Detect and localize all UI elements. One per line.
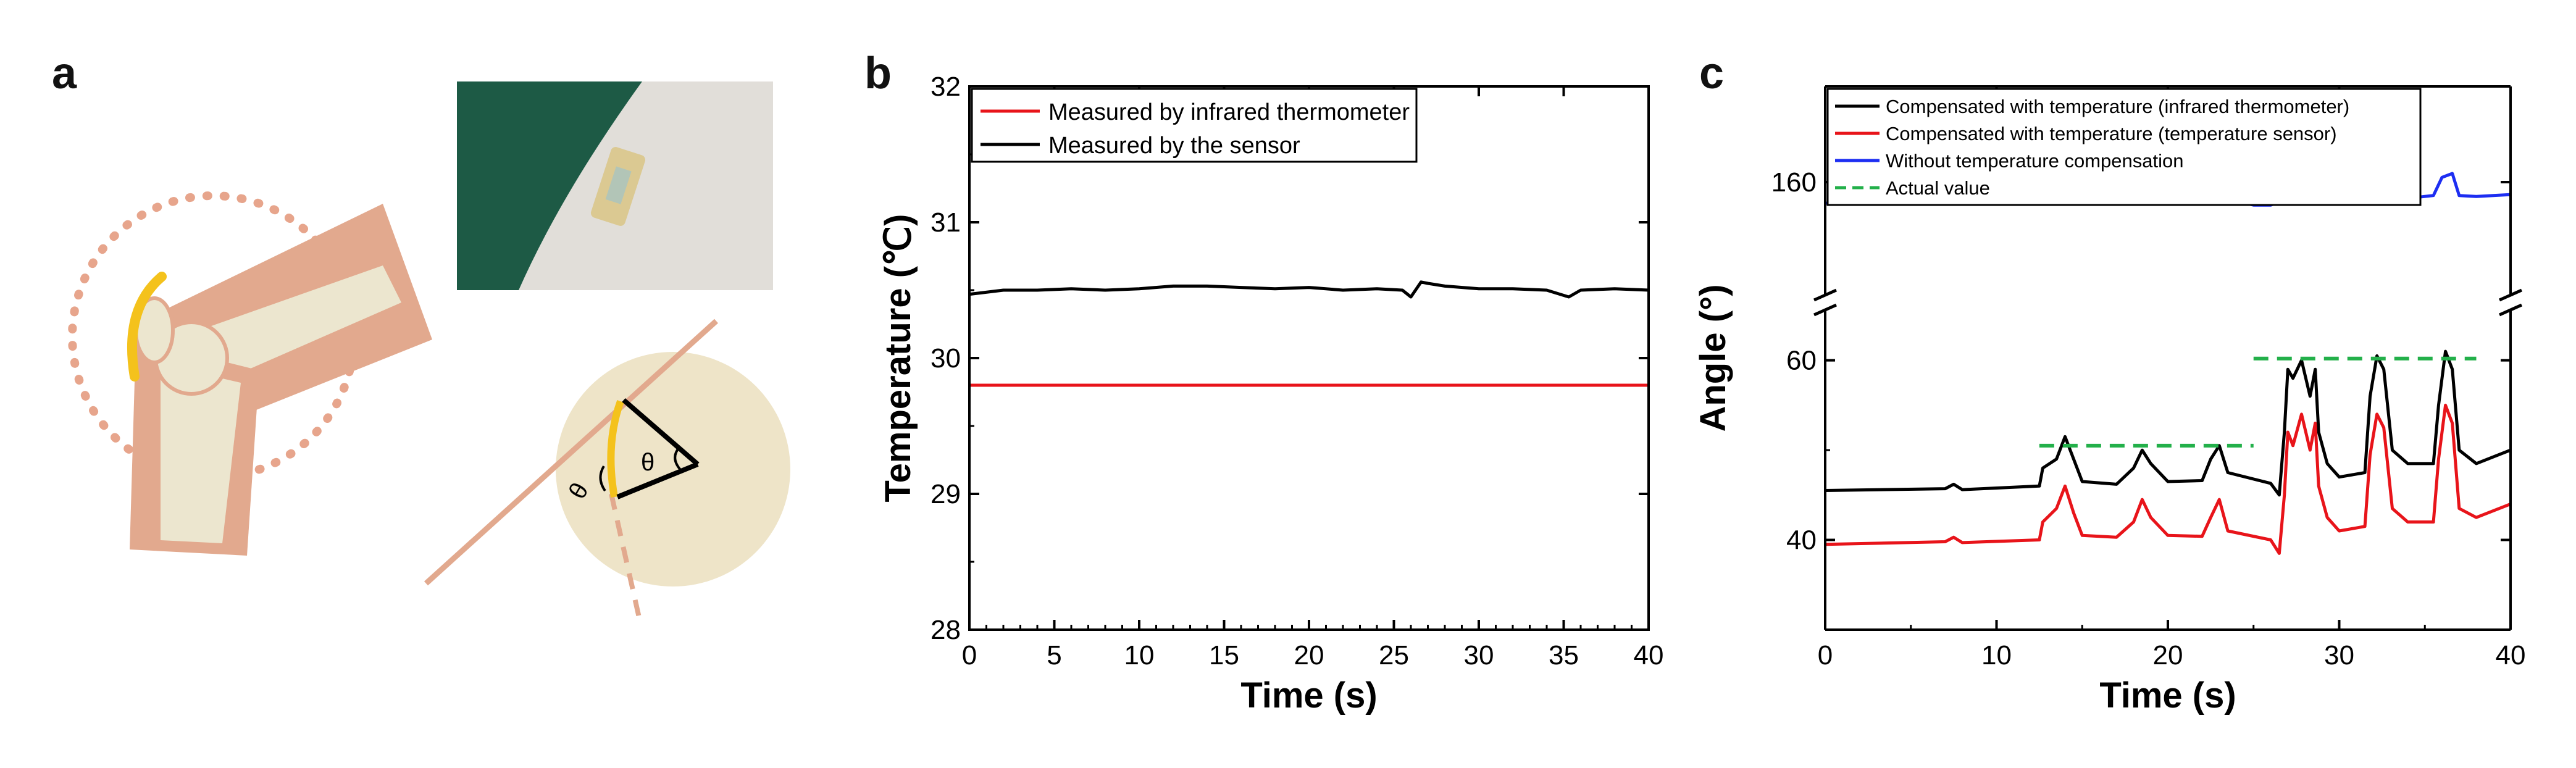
legend-label-actual-value: Actual value — [1886, 177, 1990, 199]
legend-box — [971, 88, 1418, 163]
femur-bone — [173, 265, 401, 389]
x-tick-label: 30 — [2324, 640, 2354, 670]
panel-letter-b: b — [864, 49, 892, 98]
series-line-compensated-with-temperature-infrared-thermometer — [1825, 349, 2511, 497]
legend-label-compensated-with-temperature-infrared-thermometer: Compensated with temperature (infrared t… — [1886, 96, 2349, 117]
tibia-bone — [161, 364, 241, 543]
angle-chart: 0 10 20 30 40 40 60 160 Time (s) Angle (°) Compens… — [1693, 85, 2526, 716]
schematic-sensor — [607, 399, 624, 498]
y-tick-label: 28 — [930, 615, 961, 645]
x-tick-label: 25 — [1379, 640, 1409, 670]
axis-break-mark — [2498, 288, 2523, 302]
legend-label-compensated-with-temperature-temperature-sensor: Compensated with temperature (temperatur… — [1886, 123, 2337, 144]
legend-label-measured-by-infrared-thermometer: Measured by infrared thermometer — [1048, 99, 1410, 125]
x-axis-label: Time (s) — [2099, 675, 2236, 716]
knee-illustration — [68, 191, 432, 556]
x-tick-label: 30 — [1464, 640, 1494, 670]
axis-break-mark — [1813, 288, 1838, 302]
legend-label-without-temperature-compensation: Without temperature compensation — [1886, 150, 2183, 172]
inner-angle-label: θ — [641, 449, 654, 476]
x-tick-label: 35 — [1549, 640, 1579, 670]
radius-line-bottom — [616, 462, 699, 499]
outer-angle-arc — [599, 465, 606, 492]
y-tick-label: 40 — [1786, 525, 1817, 556]
y-axis-label: Temperature (℃) — [878, 214, 918, 503]
legend-label-measured-by-the-sensor: Measured by the sensor — [1048, 133, 1300, 159]
x-tick-label: 0 — [1818, 640, 1833, 670]
y-tick-label: 30 — [930, 343, 961, 374]
legend-box — [1826, 88, 2422, 206]
y-tick-label: 160 — [1771, 167, 1817, 198]
x-tick-label: 15 — [1209, 640, 1239, 670]
y-tick-label: 32 — [930, 72, 961, 102]
x-axis-label: Time (s) — [1240, 675, 1377, 716]
panel-letter-a: a — [52, 49, 77, 98]
x-tick-label: 40 — [1634, 640, 1664, 670]
y-tick-label: 29 — [930, 479, 961, 509]
radius-line-top — [622, 398, 700, 467]
x-tick-label: 40 — [2496, 640, 2526, 670]
panel-letter-c: c — [1699, 49, 1725, 98]
inner-angle-arc — [674, 446, 682, 472]
series-line-measured-by-the-sensor — [969, 280, 1649, 299]
temperature-chart: 0 5 10 15 20 25 30 35 40 28 29 30 31 32 Time (s) Temper… — [878, 72, 1664, 716]
axis-break-mark — [2498, 303, 2523, 317]
series-line-compensated-with-temperature-temperature-sensor — [1825, 403, 2511, 555]
x-tick-label: 20 — [2153, 640, 2183, 670]
plot-frame — [968, 85, 1650, 631]
shin-axis-dashed — [609, 493, 642, 618]
angle-schematic: θ θ — [424, 319, 790, 618]
x-tick-label: 5 — [1047, 640, 1061, 670]
thigh-axis-line — [424, 319, 719, 586]
photo-arm — [519, 81, 773, 290]
skin-photo — [457, 81, 773, 290]
y-tick-label: 60 — [1786, 346, 1817, 376]
sensor-strip — [127, 272, 167, 382]
x-tick-label: 10 — [1124, 640, 1155, 670]
axis-break-mark — [1813, 303, 1838, 317]
joint-circle — [556, 352, 790, 586]
photo-sensor-window — [605, 166, 632, 204]
x-tick-label: 0 — [962, 640, 977, 670]
y-tick-label: 31 — [930, 207, 961, 238]
x-tick-label: 10 — [1981, 640, 2012, 670]
x-tick-label: 20 — [1294, 640, 1324, 670]
y-axis-label: Angle (°) — [1693, 284, 1733, 432]
